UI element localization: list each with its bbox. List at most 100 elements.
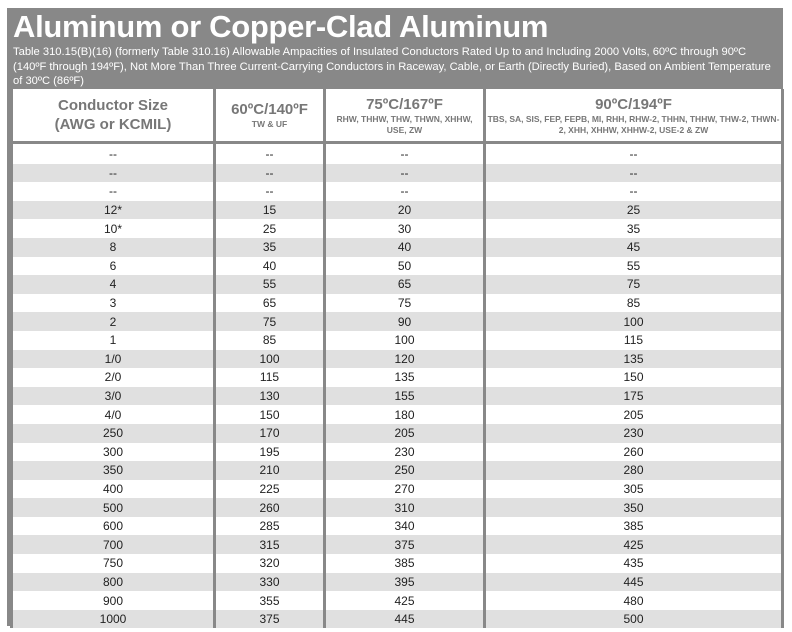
table-row: -- -- -- -- [10,142,784,164]
cell-ampacity-90c: -- [483,142,784,164]
table-row: 1/0 100 120 135 [10,349,784,369]
cell-ampacity-60c: 315 [213,535,326,555]
table-description: Table 310.15(B)(16) (formerly Table 310.… [13,46,771,87]
cell-ampacity-75c: 65 [323,275,486,294]
table-row: 4 55 65 75 [10,275,784,294]
table-row: 400 225 270 305 [10,479,784,499]
cell-conductor-size: 800 [10,572,216,592]
cell-ampacity-90c: 435 [483,554,784,573]
cell-ampacity-90c: -- [483,163,784,183]
cell-ampacity-60c: 170 [213,423,326,443]
cell-conductor-size: 8 [10,237,216,257]
cell-ampacity-75c: 230 [323,442,486,462]
cell-ampacity-60c: -- [213,142,326,164]
cell-ampacity-60c: 115 [213,368,326,387]
cell-ampacity-75c: 180 [323,405,486,424]
table-row: 350 210 250 280 [10,461,784,480]
cell-conductor-size: 400 [10,479,216,499]
cell-ampacity-90c: 445 [483,572,784,592]
cell-ampacity-60c: 75 [213,312,326,331]
cell-ampacity-90c: 135 [483,349,784,369]
column-heading: 75ºC/167ºF [366,95,443,113]
cell-ampacity-90c: 100 [483,312,784,331]
cell-ampacity-60c: 285 [213,516,326,536]
cell-ampacity-90c: 350 [483,498,784,517]
cell-ampacity-90c: 500 [483,609,784,629]
table-row: 2 75 90 100 [10,312,784,331]
table-row: 750 320 385 435 [10,554,784,573]
cell-ampacity-75c: 20 [323,200,486,220]
table-row: 3/0 130 155 175 [10,386,784,406]
cell-ampacity-75c: 90 [323,312,486,331]
cell-ampacity-90c: 280 [483,461,784,480]
cell-ampacity-75c: 155 [323,386,486,406]
cell-ampacity-75c: 385 [323,554,486,573]
cell-ampacity-90c: 260 [483,442,784,462]
cell-conductor-size: 1 [10,330,216,350]
cell-conductor-size: 600 [10,516,216,536]
cell-ampacity-60c: 330 [213,572,326,592]
cell-ampacity-60c: 320 [213,554,326,573]
cell-ampacity-60c: 355 [213,591,326,610]
cell-ampacity-75c: 120 [323,349,486,369]
cell-ampacity-75c: -- [323,163,486,183]
cell-ampacity-90c: 305 [483,479,784,499]
cell-ampacity-90c: 45 [483,237,784,257]
cell-ampacity-90c: 85 [483,293,784,313]
cell-conductor-size: -- [10,163,216,183]
cell-ampacity-90c: 115 [483,330,784,350]
cell-ampacity-60c: 260 [213,498,326,517]
table-row: 500 260 310 350 [10,498,784,517]
cell-conductor-size: 4/0 [10,405,216,424]
column-insulation-types: TBS, SA, SIS, FEP, FEPB, MI, RHH, RHW-2,… [487,113,780,135]
column-header-conductor-size: Conductor Size (AWG or KCMIL) [10,89,216,144]
cell-ampacity-75c: 205 [323,423,486,443]
cell-ampacity-90c: 25 [483,200,784,220]
column-insulation-types: TW & UF [251,119,288,129]
cell-conductor-size: 6 [10,256,216,276]
cell-ampacity-60c: -- [213,182,326,201]
cell-conductor-size: 900 [10,591,216,610]
cell-conductor-size: 4 [10,275,216,294]
table-row: 300 195 230 260 [10,442,784,462]
cell-ampacity-75c: 445 [323,609,486,629]
table-row: 2/0 115 135 150 [10,368,784,387]
cell-ampacity-60c: 40 [213,256,326,276]
table-row: 1 85 100 115 [10,330,784,350]
ampacity-table: Conductor Size (AWG or KCMIL) 60ºC/140ºF… [10,89,784,629]
column-insulation-types: RHW, THHW, THW, THWN, XHHW, USE, ZW [336,113,473,135]
table-row: 8 35 40 45 [10,237,784,257]
cell-ampacity-75c: 270 [323,479,486,499]
cell-ampacity-60c: 35 [213,237,326,257]
cell-ampacity-90c: 205 [483,405,784,424]
table-row: 800 330 395 445 [10,572,784,592]
cell-conductor-size: -- [10,142,216,164]
cell-ampacity-60c: 375 [213,609,326,629]
table-row: 1000 375 445 500 [10,609,784,629]
column-header-60c: 60ºC/140ºF TW & UF [213,89,326,144]
cell-ampacity-75c: 30 [323,219,486,238]
cell-ampacity-60c: 100 [213,349,326,369]
cell-conductor-size: 1000 [10,609,216,629]
column-heading: 60ºC/140ºF [231,101,308,118]
cell-ampacity-90c: 75 [483,275,784,294]
table-row: 3 65 75 85 [10,293,784,313]
column-heading: Conductor Size [57,97,168,114]
cell-conductor-size: 3 [10,293,216,313]
cell-ampacity-75c: 100 [323,330,486,350]
cell-ampacity-60c: 130 [213,386,326,406]
cell-conductor-size: 12* [10,200,216,220]
column-header-75c: 75ºC/167ºF RHW, THHW, THW, THWN, XHHW, U… [323,89,486,144]
cell-ampacity-90c: 480 [483,591,784,610]
cell-ampacity-75c: 395 [323,572,486,592]
cell-ampacity-60c: 150 [213,405,326,424]
cell-ampacity-90c: 150 [483,368,784,387]
table-row: 600 285 340 385 [10,516,784,536]
cell-ampacity-75c: 50 [323,256,486,276]
table-row: 250 170 205 230 [10,423,784,443]
cell-ampacity-90c: 385 [483,516,784,536]
cell-ampacity-60c: 225 [213,479,326,499]
cell-conductor-size: 10* [10,219,216,238]
cell-ampacity-75c: 40 [323,237,486,257]
cell-ampacity-75c: 75 [323,293,486,313]
